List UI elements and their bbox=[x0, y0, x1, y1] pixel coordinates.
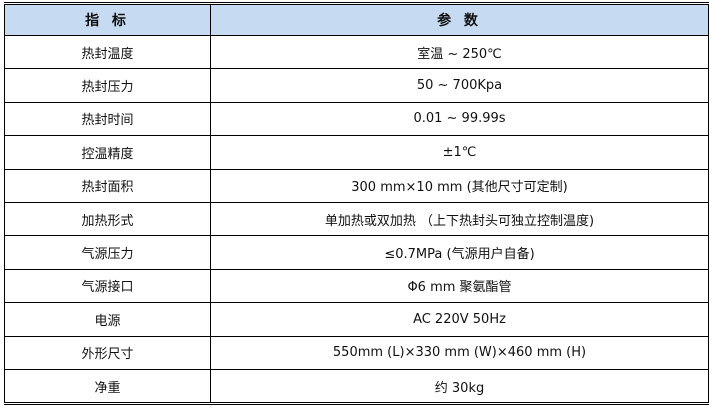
indicator-cell: 控温精度 bbox=[4, 135, 211, 170]
table-row: 气源压力 ≤0.7MPa (气源用户自备) bbox=[4, 235, 709, 270]
parameter-cell: 约 30kg bbox=[210, 368, 709, 403]
header-indicator: 指 标 bbox=[4, 5, 211, 36]
parameter-cell: 50 ~ 700Kpa bbox=[210, 68, 709, 103]
table-row: 热封压力 50 ~ 700Kpa bbox=[4, 68, 709, 103]
parameter-cell: 300 mm×10 mm (其他尺寸可定制) bbox=[210, 168, 709, 203]
table-row: 热封面积 300 mm×10 mm (其他尺寸可定制) bbox=[4, 168, 709, 203]
indicator-cell: 热封压力 bbox=[4, 68, 211, 103]
indicator-cell: 热封温度 bbox=[4, 34, 211, 70]
indicator-cell: 净重 bbox=[4, 368, 211, 403]
parameter-cell: AC 220V 50Hz bbox=[210, 302, 709, 337]
indicator-cell: 热封面积 bbox=[4, 168, 211, 203]
spec-table: 指 标 参 数 热封温度 室温 ~ 250℃ 热封压力 50 ~ 700Kpa 热封时间… bbox=[4, 5, 709, 403]
parameter-cell: 室温 ~ 250℃ bbox=[210, 34, 709, 70]
parameter-cell: 0.01 ~ 99.99s bbox=[210, 101, 709, 137]
table-row: 控温精度 ±1℃ bbox=[4, 135, 709, 170]
indicator-cell: 加热形式 bbox=[4, 201, 211, 237]
parameter-cell: ≤0.7MPa (气源用户自备) bbox=[210, 235, 709, 270]
indicator-cell: 气源压力 bbox=[4, 235, 211, 270]
indicator-cell: 电源 bbox=[4, 302, 211, 337]
parameter-cell: 550mm (L)×330 mm (W)×460 mm (H) bbox=[210, 335, 709, 370]
table-row: 热封时间 0.01 ~ 99.99s bbox=[4, 101, 709, 137]
indicator-cell: 气源接口 bbox=[4, 268, 211, 304]
table-row: 电源 AC 220V 50Hz bbox=[4, 302, 709, 337]
spec-table-frame: 指 标 参 数 热封温度 室温 ~ 250℃ 热封压力 50 ~ 700Kpa 热封时间… bbox=[4, 2, 709, 406]
table-row: 热封温度 室温 ~ 250℃ bbox=[4, 34, 709, 70]
header-parameter: 参 数 bbox=[210, 5, 709, 36]
parameter-cell: 单加热或双加热 （上下热封头可独立控制温度) bbox=[210, 201, 709, 237]
table-row: 气源接口 Φ6 mm 聚氨酯管 bbox=[4, 268, 709, 304]
table-row: 外形尺寸 550mm (L)×330 mm (W)×460 mm (H) bbox=[4, 335, 709, 370]
parameter-cell: ±1℃ bbox=[210, 135, 709, 170]
indicator-cell: 外形尺寸 bbox=[4, 335, 211, 370]
indicator-cell: 热封时间 bbox=[4, 101, 211, 137]
table-row: 加热形式 单加热或双加热 （上下热封头可独立控制温度) bbox=[4, 201, 709, 237]
table-row: 净重约 30kg bbox=[4, 368, 709, 403]
header-row: 指 标 参 数 bbox=[4, 5, 709, 36]
parameter-cell: Φ6 mm 聚氨酯管 bbox=[210, 268, 709, 304]
